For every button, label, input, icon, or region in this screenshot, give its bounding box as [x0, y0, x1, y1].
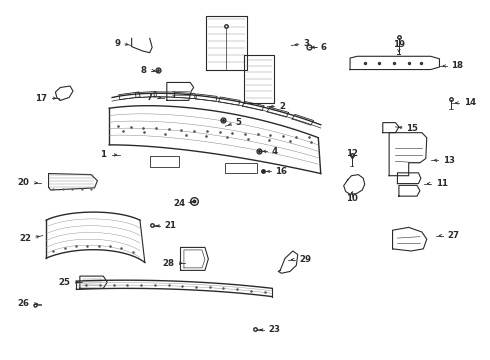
Text: 4: 4 [272, 147, 278, 156]
Text: 10: 10 [345, 194, 357, 203]
Text: 13: 13 [443, 156, 455, 165]
Text: 27: 27 [448, 231, 460, 240]
Text: 26: 26 [17, 299, 29, 308]
Text: 3: 3 [304, 39, 310, 48]
Text: 8: 8 [140, 66, 147, 75]
Text: 23: 23 [269, 325, 280, 334]
Text: 6: 6 [321, 43, 327, 52]
Text: 5: 5 [235, 118, 241, 127]
Bar [225, 163, 257, 173]
Text: 25: 25 [58, 278, 70, 287]
Text: 12: 12 [346, 149, 359, 158]
Text: 11: 11 [436, 179, 447, 188]
Text: 14: 14 [464, 98, 476, 107]
Text: 22: 22 [19, 234, 31, 243]
Text: 16: 16 [275, 167, 287, 176]
Text: 7: 7 [146, 93, 152, 102]
Text: 20: 20 [17, 178, 29, 187]
Text: 24: 24 [173, 199, 185, 208]
Text: 29: 29 [300, 255, 312, 264]
Text: 18: 18 [451, 62, 463, 71]
Text: 21: 21 [165, 221, 177, 230]
Text: 1: 1 [100, 150, 106, 159]
Bar [150, 156, 179, 167]
Text: 9: 9 [114, 39, 121, 48]
Text: 2: 2 [279, 102, 285, 111]
Text: 17: 17 [35, 94, 47, 103]
Text: 19: 19 [393, 40, 405, 49]
Text: 15: 15 [406, 123, 418, 132]
Text: 28: 28 [162, 259, 174, 268]
